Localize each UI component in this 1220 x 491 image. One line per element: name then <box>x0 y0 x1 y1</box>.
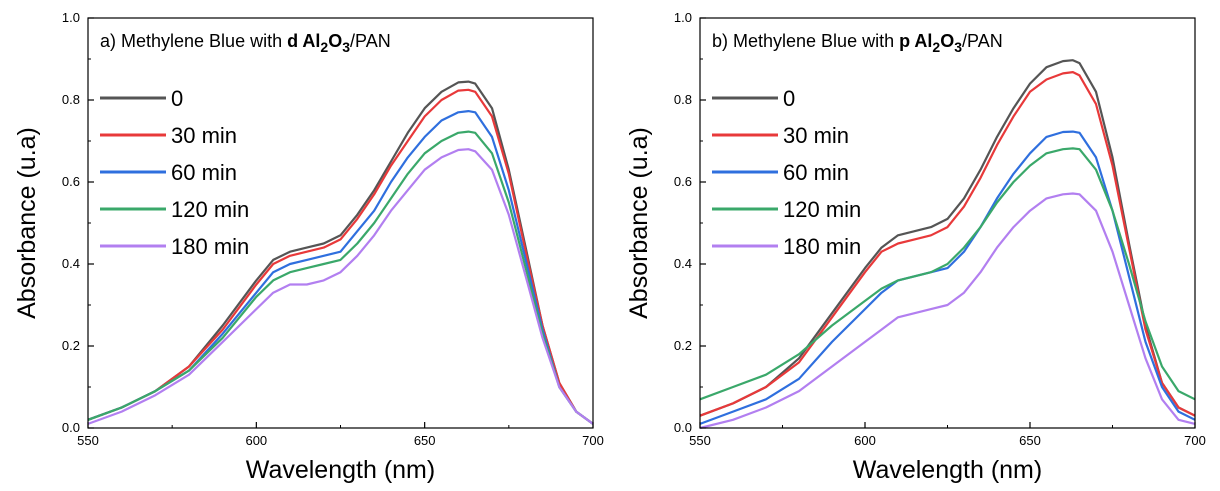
y-tick-label: 0.6 <box>62 174 80 189</box>
chart-panel-b: 550 600 650 700 0.0 0.2 0.4 0.6 0.8 1.0 Wavelength… <box>625 10 1206 484</box>
y-tick-label: 1.0 <box>674 10 692 25</box>
legend-label-2: 60 min <box>783 160 849 185</box>
x-tick-label: 700 <box>582 433 604 448</box>
y-tick-label: 0.0 <box>62 420 80 435</box>
legend-label-4: 180 min <box>783 234 861 259</box>
series-line-1 <box>87 88 594 425</box>
chart-panel-a: 550 600 650 700 0.0 0.2 0.4 0.6 0.8 1.0 Wavelength… <box>13 10 604 484</box>
y-tick-label: 0.2 <box>62 338 80 353</box>
y-tick-label: 0.2 <box>674 338 692 353</box>
y-tick-label: 0.8 <box>62 92 80 107</box>
x-tick-label: 650 <box>414 433 436 448</box>
x-tick-label: 650 <box>1019 433 1041 448</box>
panel-title-suffix: /PAN <box>350 31 391 51</box>
legend-label-2: 60 min <box>171 160 237 185</box>
series-line-2 <box>699 130 1196 425</box>
legend-label-1: 30 min <box>171 123 237 148</box>
x-tick-label: 550 <box>689 433 711 448</box>
y-tick-label: 0.0 <box>674 420 692 435</box>
panel-title: a) Methylene Blue with d Al2O3/PAN <box>100 31 391 55</box>
series-line-4 <box>699 192 1196 430</box>
y-tick-label: 0.8 <box>674 92 692 107</box>
y-axis-label: Absorbance (u.a) <box>625 127 653 319</box>
legend-label-3: 120 min <box>171 197 249 222</box>
x-axis-label: Wavelength (nm) <box>246 456 435 484</box>
panel-title-o: O <box>940 31 954 51</box>
series-line-3 <box>87 130 594 425</box>
panel-title-bold: d Al <box>287 31 320 51</box>
panel-title-bold: p Al <box>899 31 932 51</box>
panel-title-sub2: 3 <box>954 39 962 55</box>
x-tick-label: 550 <box>77 433 99 448</box>
x-tick-label: 700 <box>1184 433 1206 448</box>
x-axis-label: Wavelength (nm) <box>853 456 1042 484</box>
panel-title-prefix: a) Methylene Blue with <box>100 31 287 51</box>
legend-label-0: 0 <box>171 86 183 111</box>
panel-title-suffix: /PAN <box>962 31 1003 51</box>
x-tick-label: 600 <box>854 433 876 448</box>
panel-title-sub2: 3 <box>342 39 350 55</box>
plot-frame <box>699 17 1196 429</box>
y-tick-label: 1.0 <box>62 10 80 25</box>
y-axis-label: Absorbance (u.a) <box>13 127 41 319</box>
series-line-2 <box>87 110 594 425</box>
legend-label-3: 120 min <box>783 197 861 222</box>
panel-title: b) Methylene Blue with p Al2O3/PAN <box>712 31 1003 55</box>
y-tick-label: 0.4 <box>674 256 692 271</box>
x-tick-label: 600 <box>245 433 267 448</box>
series-line-3 <box>699 147 1196 401</box>
y-tick-label: 0.6 <box>674 174 692 189</box>
panel-title-o: O <box>328 31 342 51</box>
legend-label-0: 0 <box>783 86 795 111</box>
panel-title-sub1: 2 <box>320 39 328 55</box>
series-line-1 <box>699 71 1196 417</box>
y-tick-label: 0.4 <box>62 256 80 271</box>
series-line-4 <box>87 148 594 425</box>
legend-label-4: 180 min <box>171 234 249 259</box>
panel-title-sub1: 2 <box>932 39 940 55</box>
legend-label-1: 30 min <box>783 123 849 148</box>
panel-title-prefix: b) Methylene Blue with <box>712 31 899 51</box>
